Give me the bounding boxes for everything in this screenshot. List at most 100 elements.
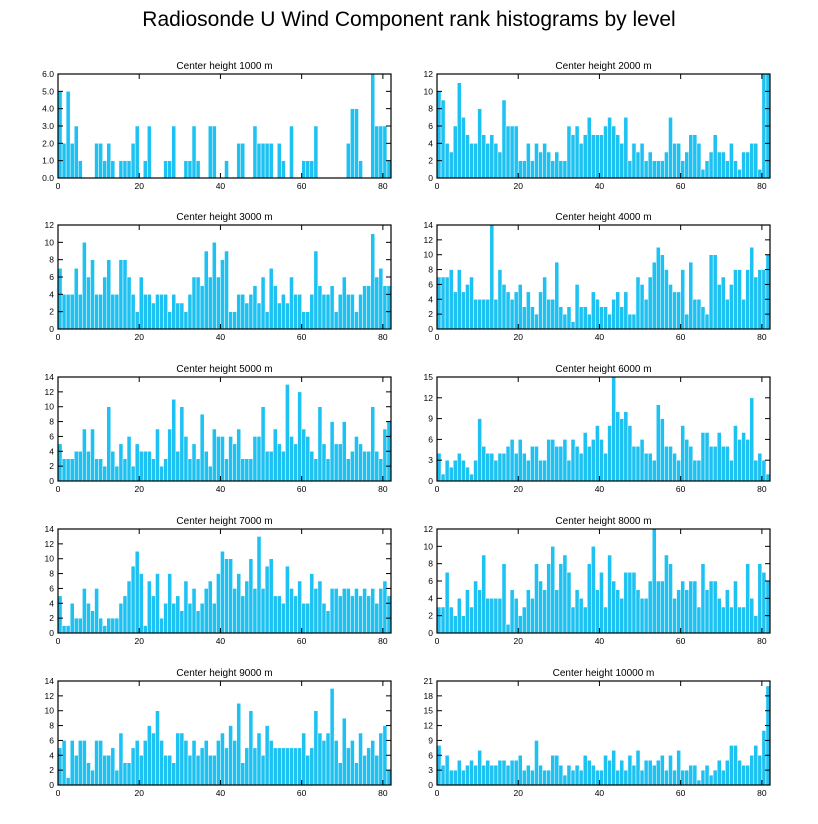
bar [530, 446, 535, 482]
y-tick-label: 10 [45, 402, 55, 412]
bar [187, 603, 193, 634]
bar [305, 603, 311, 634]
bar [102, 755, 107, 786]
bar [195, 276, 201, 330]
bar [505, 291, 511, 330]
bar [175, 451, 181, 482]
y-tick-label: 0 [428, 173, 433, 183]
bar [94, 740, 99, 786]
bar [305, 436, 311, 482]
bar [733, 269, 738, 330]
bar [309, 573, 315, 634]
bar [65, 294, 71, 330]
bar [465, 764, 470, 786]
bar [599, 769, 604, 786]
bar [90, 610, 95, 634]
bar [232, 311, 237, 330]
x-tick-label: 20 [134, 636, 144, 646]
x-tick-label: 40 [216, 181, 226, 191]
bar [619, 418, 625, 482]
bar [607, 117, 612, 179]
bar [457, 598, 462, 634]
bar [163, 458, 168, 482]
y-tick-label: 8 [49, 255, 54, 265]
bar [745, 764, 750, 786]
bar [708, 151, 714, 179]
bar [550, 299, 556, 330]
bar [704, 764, 710, 786]
plot-frame [436, 680, 771, 786]
bar [700, 769, 706, 786]
bar [216, 276, 221, 330]
bar [167, 573, 172, 634]
plot-frame [436, 224, 771, 330]
bar [268, 143, 274, 179]
bar [191, 588, 197, 634]
bar [643, 453, 649, 482]
bar [493, 764, 499, 786]
bar [631, 446, 637, 482]
bar [195, 610, 201, 634]
bar [676, 291, 681, 330]
bar [171, 762, 177, 786]
bar [378, 125, 384, 179]
bar [530, 769, 535, 786]
bar [281, 747, 286, 786]
bar [98, 294, 103, 330]
bar [676, 589, 681, 634]
bar [672, 453, 677, 482]
bar [179, 732, 185, 786]
bar [232, 443, 237, 482]
bar [712, 769, 718, 786]
y-tick-label: 10 [45, 237, 55, 247]
bar [538, 764, 543, 786]
bar [595, 299, 600, 330]
bar [130, 294, 136, 330]
bar [57, 747, 63, 786]
bar [277, 302, 282, 330]
bar [668, 446, 673, 482]
bar [741, 432, 746, 482]
bar [134, 443, 140, 482]
bar [212, 428, 217, 482]
bar [240, 762, 246, 786]
y-tick-label: 9 [428, 414, 433, 424]
bar [725, 589, 730, 634]
bar [550, 755, 556, 786]
x-tick-label: 60 [676, 636, 686, 646]
bar [708, 580, 714, 634]
bar [440, 473, 446, 482]
bar [228, 725, 233, 786]
bar [321, 740, 327, 786]
bar [220, 436, 225, 482]
bar [126, 762, 132, 786]
x-tick-label: 40 [216, 484, 226, 494]
bar [749, 397, 755, 482]
bar [289, 747, 294, 786]
bar [272, 595, 278, 634]
bar [562, 554, 568, 634]
bar [187, 755, 193, 786]
bar [461, 291, 466, 330]
bar [558, 563, 564, 634]
y-tick-label: 2 [428, 309, 433, 319]
bar [517, 755, 523, 786]
bar [465, 466, 470, 482]
bar [313, 250, 319, 330]
bar [534, 563, 539, 634]
bar [538, 291, 543, 330]
bar [566, 459, 572, 482]
y-tick-label: 10 [45, 706, 55, 716]
bar [228, 436, 233, 482]
bar [195, 458, 201, 482]
bar [461, 769, 466, 786]
bar [240, 595, 246, 634]
bar [493, 598, 499, 634]
bar [595, 769, 600, 786]
y-tick-label: 15 [424, 372, 434, 382]
bar [208, 276, 213, 330]
bar [530, 160, 535, 179]
bar [757, 269, 763, 330]
bar [692, 459, 698, 482]
y-tick-label: 12 [424, 235, 434, 245]
